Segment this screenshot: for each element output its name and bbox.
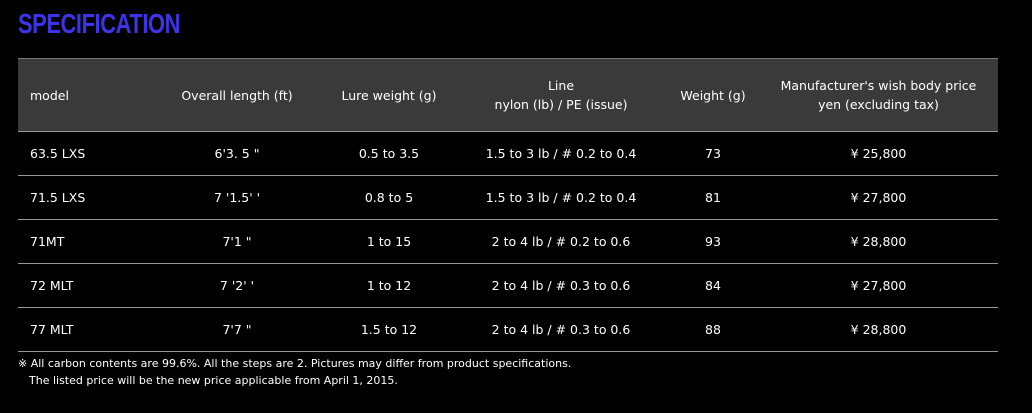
cell-line: 1.5 to 3 lb / # 0.2 to 0.4 [455,175,667,220]
cell-lure-weight: 1 to 15 [323,219,455,264]
cell-length: 7'7 " [151,307,323,352]
cell-length: 7 '2' ' [151,263,323,308]
cell-length: 7'1 " [151,219,323,264]
cell-price: ¥ 28,800 [759,219,998,264]
cell-price: ¥ 27,800 [759,263,998,308]
spec-table: model Overall length (ft) Lure weight (g… [18,58,998,352]
cell-weight: 73 [667,131,759,176]
header-length: Overall length (ft) [151,58,323,132]
cell-lure-weight: 0.5 to 3.5 [323,131,455,176]
cell-model: 63.5 LXS [18,131,151,176]
cell-lure-weight: 1 to 12 [323,263,455,308]
cell-price: ¥ 25,800 [759,131,998,176]
cell-weight: 93 [667,219,759,264]
cell-model: 71.5 LXS [18,175,151,220]
table-row: 72 MLT 7 '2' ' 1 to 12 2 to 4 lb / # 0.3 to… [18,263,998,308]
cell-length: 7 '1.5' ' [151,175,323,220]
header-price: Manufacturer's wish body price yen (exclu… [759,58,998,132]
header-model: model [18,58,151,132]
cell-line: 2 to 4 lb / # 0.3 to 0.6 [455,307,667,352]
header-price-l2: yen (excluding tax) [818,97,939,112]
cell-lure-weight: 0.8 to 5 [323,175,455,220]
header-line-l1: Line [547,78,575,93]
header-lure-weight: Lure weight (g) [323,58,455,132]
header-weight: Weight (g) [667,58,759,132]
page-title: SPECIFICATION [18,8,180,39]
cell-line: 2 to 4 lb / # 0.3 to 0.6 [455,263,667,308]
cell-weight: 84 [667,263,759,308]
footnote: ※ All carbon contents are 99.6%. All the… [18,357,572,370]
cell-model: 72 MLT [18,263,151,308]
cell-line: 1.5 to 3 lb / # 0.2 to 0.4 [455,131,667,176]
cell-lure-weight: 1.5 to 12 [323,307,455,352]
table-header-row: model Overall length (ft) Lure weight (g… [18,58,998,132]
cell-price: ¥ 27,800 [759,175,998,220]
cell-model: 71MT [18,219,151,264]
footnotes: ※ All carbon contents are 99.6%. All the… [18,355,571,389]
cell-weight: 81 [667,175,759,220]
table-row: 71MT 7'1 " 1 to 15 2 to 4 lb / # 0.2 to 0.6… [18,219,998,264]
table-row: 71.5 LXS 7 '1.5' ' 0.8 to 5 1.5 to 3 lb / #… [18,175,998,220]
header-line: Line nylon (lb) / PE (issue) [455,58,667,132]
footnote: The listed price will be the new price a… [29,374,398,387]
cell-length: 6'3. 5 " [151,131,323,176]
cell-weight: 88 [667,307,759,352]
table-row: 63.5 LXS 6'3. 5 " 0.5 to 3.5 1.5 to 3 lb / … [18,131,998,176]
cell-price: ¥ 28,800 [759,307,998,352]
table-row: 77 MLT 7'7 " 1.5 to 12 2 to 4 lb / # 0.3 to… [18,307,998,352]
cell-line: 2 to 4 lb / # 0.2 to 0.6 [455,219,667,264]
header-price-l1: Manufacturer's wish body price [780,78,977,93]
header-line-l2: nylon (lb) / PE (issue) [494,97,628,112]
cell-model: 77 MLT [18,307,151,352]
